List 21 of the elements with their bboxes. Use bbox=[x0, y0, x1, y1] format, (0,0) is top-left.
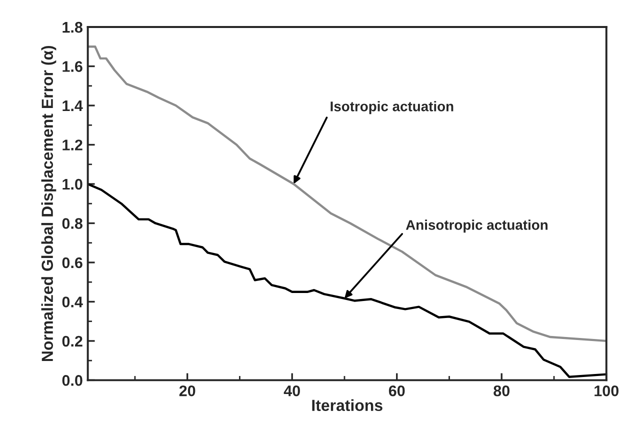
y-tick-label: 0.0 bbox=[62, 375, 82, 386]
y-tick-label: 1.2 bbox=[62, 140, 82, 150]
x-tick-label: 80 bbox=[494, 385, 510, 396]
y-tick-label: 1.0 bbox=[62, 178, 82, 190]
annotation: Isotropic actuation bbox=[330, 101, 454, 114]
x-tick-label: 100 bbox=[594, 385, 619, 396]
x-tick-label: 40 bbox=[284, 385, 300, 396]
y-tick-label: 1.6 bbox=[62, 61, 82, 72]
line-series bbox=[88, 182, 606, 378]
y-tick-label: 1.4 bbox=[62, 100, 83, 112]
x-tick-label: 60 bbox=[388, 385, 405, 396]
line-series bbox=[88, 46, 606, 342]
y-tick-label: 0.8 bbox=[62, 218, 82, 229]
annotation: Anisotropic actuation bbox=[406, 220, 548, 233]
x-tick-label: 20 bbox=[179, 385, 196, 396]
y-tick-label: 0.4 bbox=[62, 296, 83, 308]
y-axis-title: Normalized Global Displacement Error (α) bbox=[41, 46, 56, 361]
y-tick-label: 1.8 bbox=[62, 22, 82, 33]
x-axis-title: Iterations bbox=[312, 399, 382, 412]
y-tick-label: 0.2 bbox=[62, 336, 82, 347]
y-tick-label: 0.6 bbox=[62, 257, 82, 268]
